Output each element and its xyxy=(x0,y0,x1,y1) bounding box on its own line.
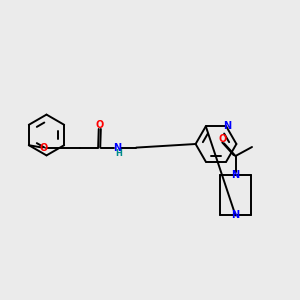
Text: N: N xyxy=(114,142,122,153)
Text: H: H xyxy=(116,148,123,158)
Text: N: N xyxy=(231,169,240,180)
Text: N: N xyxy=(223,121,232,131)
Text: O: O xyxy=(219,134,227,144)
Text: O: O xyxy=(95,120,103,130)
Text: N: N xyxy=(231,210,240,220)
Text: O: O xyxy=(39,142,48,153)
